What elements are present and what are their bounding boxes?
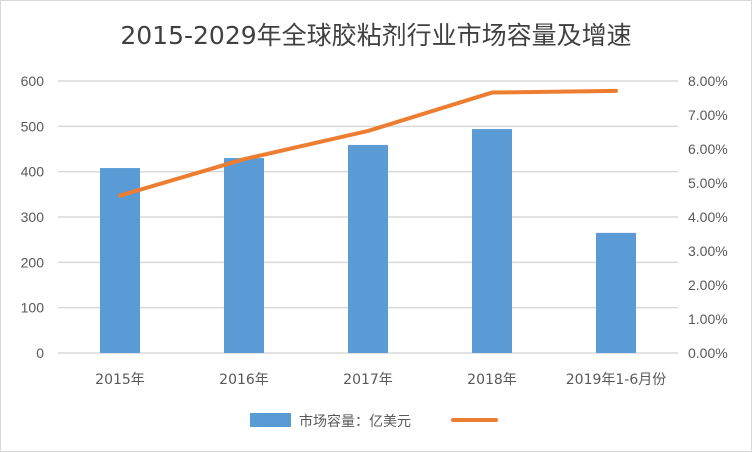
y-left-tick-label: 200 bbox=[21, 254, 45, 270]
bar bbox=[348, 144, 388, 353]
y-right-tick-label: 3.00% bbox=[688, 243, 728, 259]
bar bbox=[472, 129, 512, 353]
bar bbox=[100, 168, 140, 353]
legend-swatch-bar bbox=[250, 413, 291, 427]
x-tick-label: 2015年 bbox=[95, 372, 145, 388]
y-right-tick-label: 6.00% bbox=[688, 141, 728, 157]
x-tick-label: 2018年 bbox=[467, 372, 517, 388]
legend: 市场容量：亿美元 bbox=[250, 413, 498, 430]
y-left-tick-label: 100 bbox=[21, 300, 45, 316]
x-tick-label: 2019年1-6月份 bbox=[566, 372, 667, 388]
legend-label-bar: 市场容量：亿美元 bbox=[299, 413, 411, 430]
y-left-tick-label: 400 bbox=[21, 164, 45, 180]
y-right-tick-label: 0.00% bbox=[688, 345, 728, 361]
y-left-tick-label: 300 bbox=[21, 209, 45, 225]
bar bbox=[224, 158, 264, 353]
y-right-tick-label: 1.00% bbox=[688, 311, 728, 327]
y-right-tick-label: 8.00% bbox=[688, 73, 728, 89]
x-tick-label: 2017年 bbox=[343, 372, 393, 388]
bar bbox=[596, 232, 636, 353]
growth-line bbox=[118, 88, 618, 198]
x-tick-label: 2016年 bbox=[219, 372, 269, 388]
y-right-tick-label: 4.00% bbox=[688, 209, 728, 225]
y-right-tick-label: 5.00% bbox=[688, 175, 728, 191]
y-right-tick-label: 2.00% bbox=[688, 277, 728, 293]
chart-title: 2015-2029年全球胶粘剂行业市场容量及增速 bbox=[120, 21, 631, 50]
y-right-tick-label: 7.00% bbox=[688, 107, 728, 123]
y-left-tick-label: 0 bbox=[36, 345, 44, 361]
y-left-tick-label: 500 bbox=[21, 118, 45, 134]
y-left-tick-label: 600 bbox=[21, 73, 45, 89]
